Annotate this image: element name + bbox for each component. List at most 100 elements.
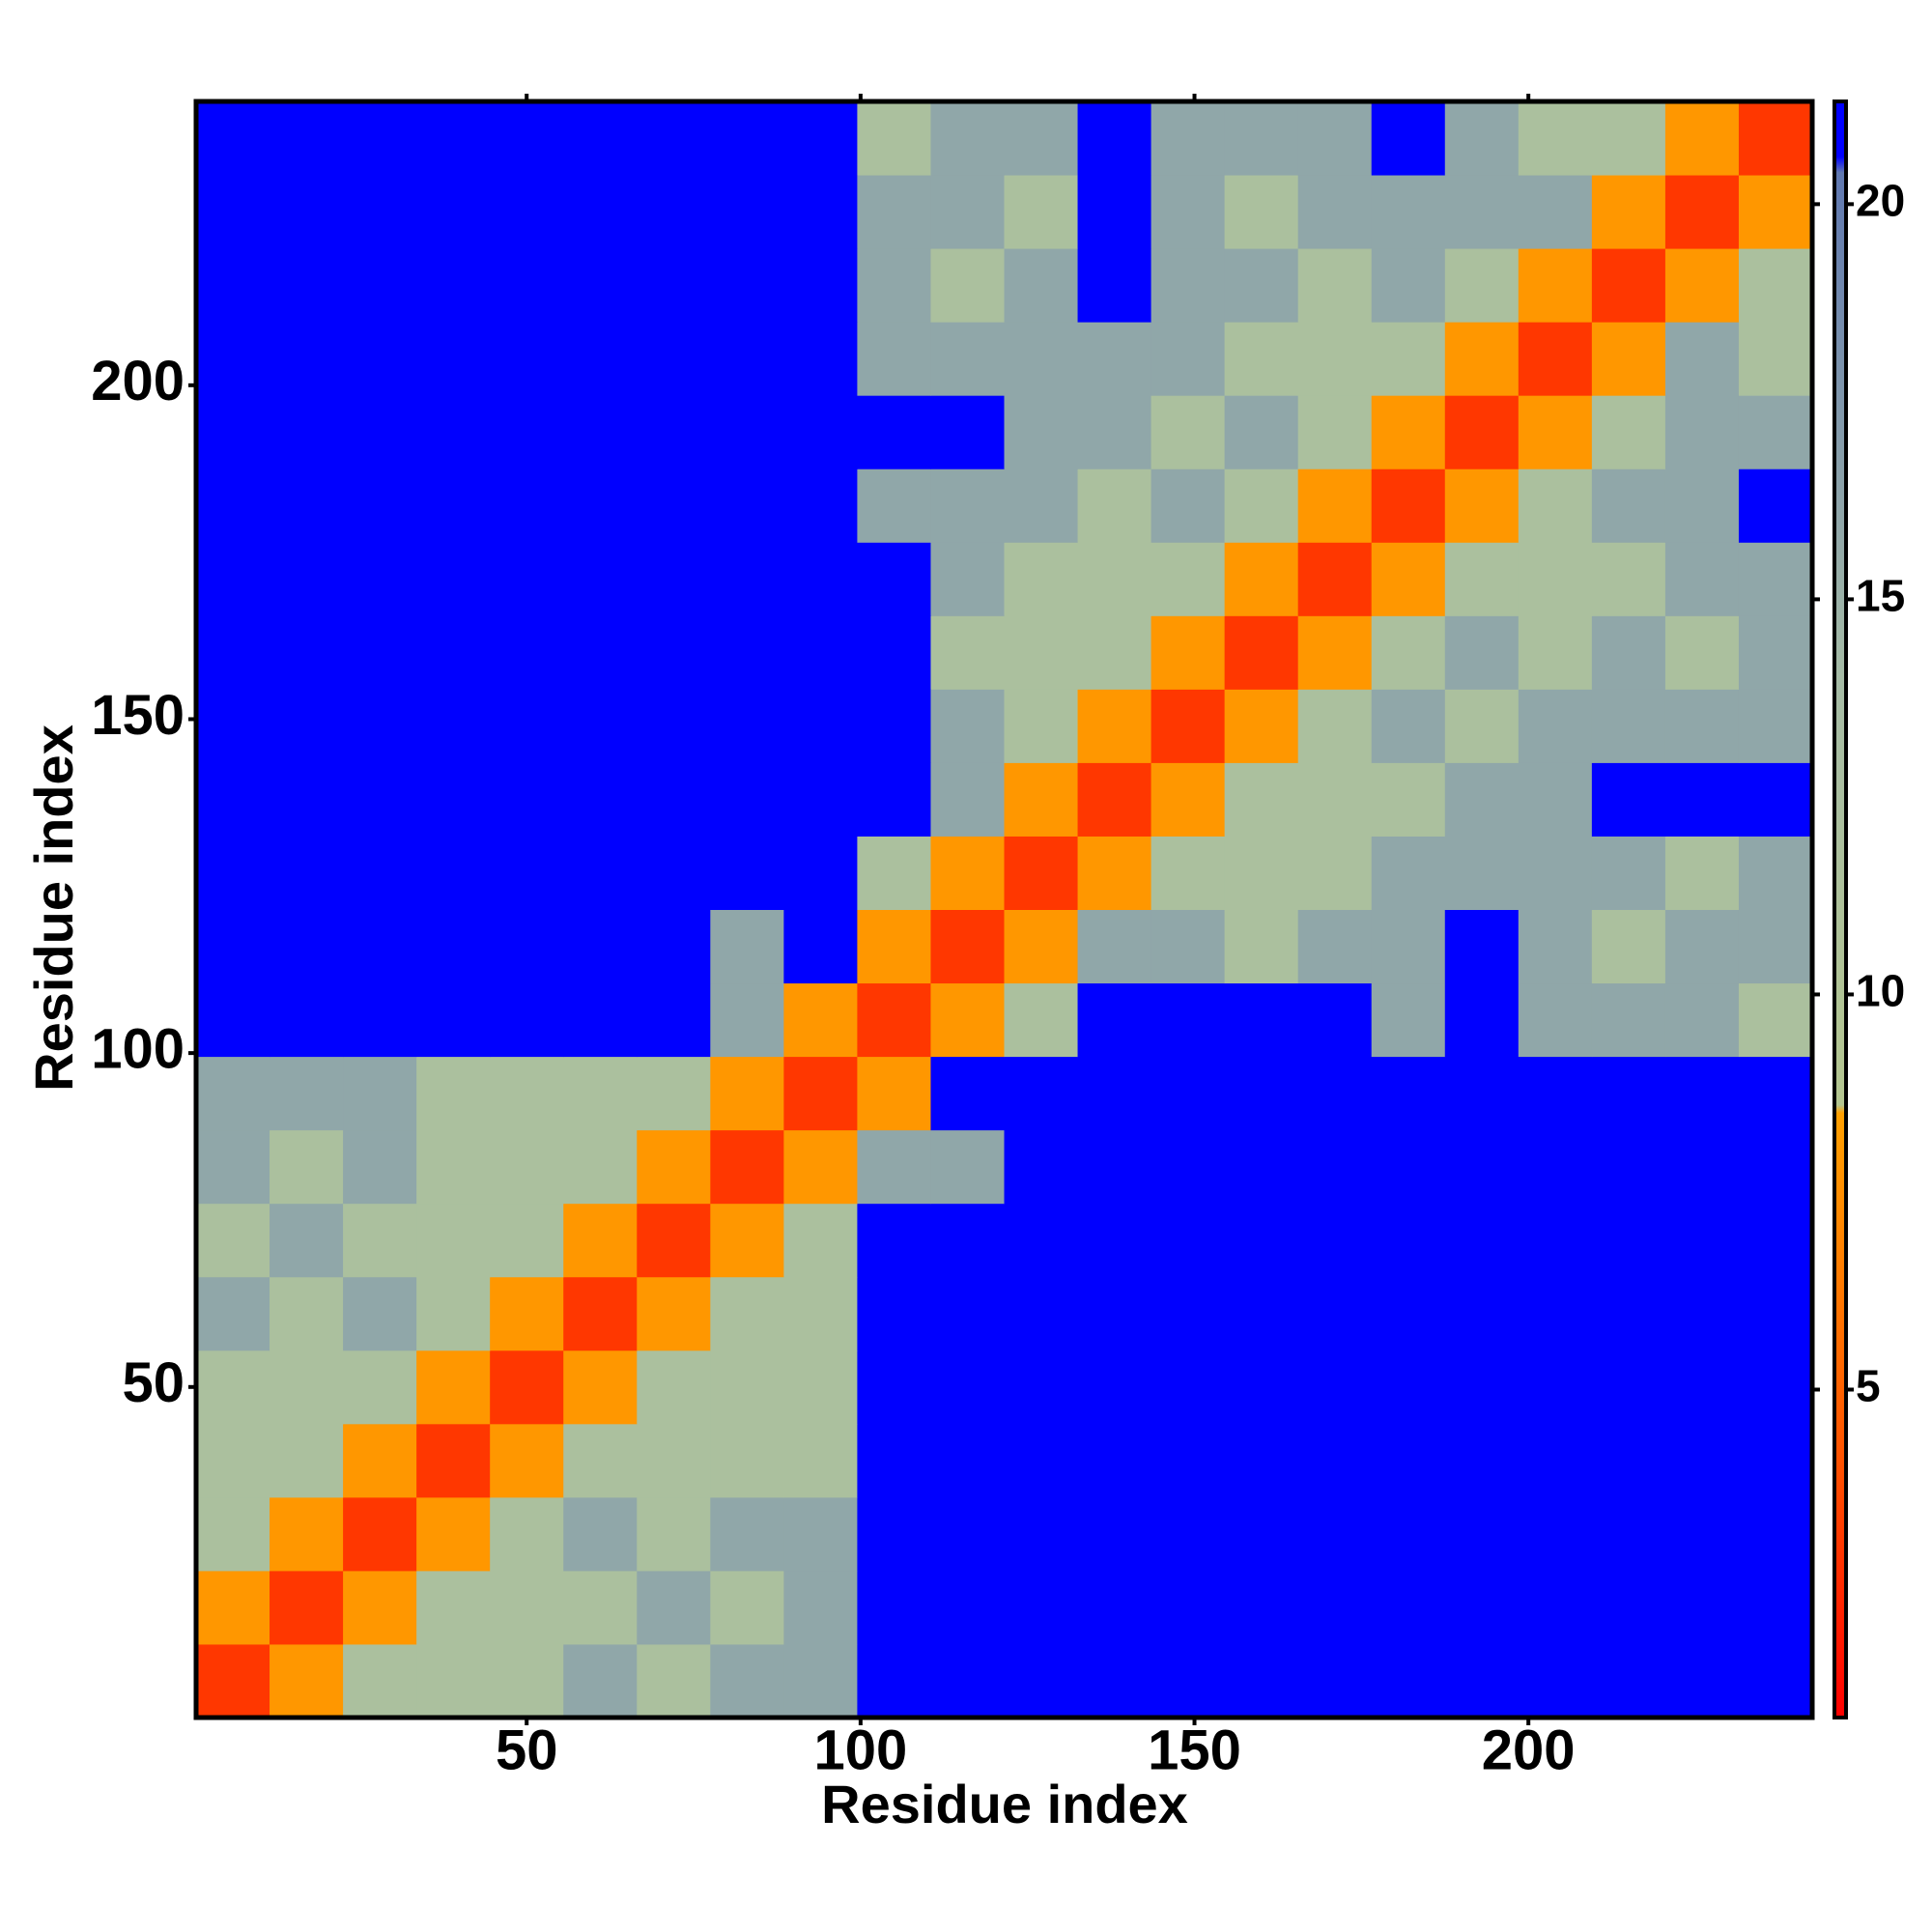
heatmap-cell bbox=[416, 1129, 491, 1205]
heatmap-cell bbox=[1664, 1276, 1740, 1351]
heatmap-cell bbox=[930, 1496, 1005, 1572]
heatmap-cell bbox=[710, 909, 784, 984]
heatmap-cell bbox=[1591, 175, 1666, 249]
heatmap-cell bbox=[563, 1643, 638, 1719]
heatmap-cell bbox=[1591, 1056, 1666, 1131]
heatmap-cell bbox=[196, 175, 270, 249]
heatmap-cell bbox=[930, 322, 1005, 396]
heatmap-cell bbox=[196, 322, 270, 396]
heatmap-cell bbox=[196, 762, 270, 837]
heatmap-cell bbox=[343, 909, 417, 984]
heatmap-cell bbox=[1444, 542, 1520, 616]
heatmap-cell bbox=[783, 909, 858, 984]
heatmap-cell bbox=[563, 836, 638, 910]
heatmap-cell bbox=[637, 1643, 711, 1719]
heatmap-cell bbox=[1518, 1423, 1593, 1498]
heatmap-cell bbox=[270, 615, 344, 690]
heatmap-cell bbox=[490, 762, 564, 837]
heatmap-cell bbox=[1444, 248, 1520, 323]
heatmap-cell bbox=[1738, 322, 1813, 396]
heatmap-cell bbox=[1664, 1643, 1740, 1719]
heatmap-cell bbox=[1004, 1276, 1079, 1351]
heatmap-cell bbox=[1591, 395, 1666, 469]
heatmap-cell bbox=[1664, 395, 1740, 469]
heatmap-cell bbox=[416, 175, 491, 249]
heatmap-cell bbox=[1297, 1350, 1373, 1425]
heatmap-cell bbox=[1738, 542, 1813, 616]
heatmap-cell bbox=[1077, 469, 1152, 543]
heatmap-cell bbox=[416, 1056, 491, 1131]
heatmap-cell bbox=[1224, 689, 1299, 763]
colorbar-tick-label: 15 bbox=[1856, 571, 1905, 621]
heatmap-cell bbox=[1077, 101, 1152, 176]
heatmap-cell bbox=[1297, 1276, 1373, 1351]
heatmap-cell bbox=[1004, 909, 1079, 984]
heatmap-cell bbox=[1224, 101, 1299, 176]
heatmap-cell bbox=[1297, 101, 1373, 176]
heatmap-cell bbox=[1591, 1203, 1666, 1278]
heatmap-cell bbox=[196, 542, 270, 616]
heatmap-cell bbox=[930, 175, 1005, 249]
heatmap-cell bbox=[1151, 1129, 1226, 1205]
heatmap-cell bbox=[930, 689, 1005, 763]
heatmap-cell bbox=[196, 1056, 270, 1131]
heatmap-cell bbox=[1151, 615, 1226, 690]
heatmap-cell bbox=[1151, 1496, 1226, 1572]
heatmap-cell bbox=[1004, 1203, 1079, 1278]
heatmap-cell bbox=[1297, 175, 1373, 249]
colorbar-tick-label: 5 bbox=[1856, 1361, 1881, 1411]
heatmap-cell bbox=[710, 248, 784, 323]
heatmap-cell bbox=[1591, 248, 1666, 323]
heatmap-cell bbox=[637, 909, 711, 984]
heatmap-cell bbox=[343, 1129, 417, 1205]
heatmap-cell bbox=[1664, 1570, 1740, 1645]
heatmap-cell bbox=[783, 615, 858, 690]
heatmap-cell bbox=[563, 615, 638, 690]
heatmap-cell bbox=[930, 1570, 1005, 1645]
heatmap-cell bbox=[1297, 689, 1373, 763]
heatmap-cell bbox=[1004, 836, 1079, 910]
heatmap-cell bbox=[1224, 762, 1299, 837]
heatmap-cell bbox=[857, 615, 931, 690]
heatmap-cell bbox=[1297, 615, 1373, 690]
heatmap-cell bbox=[930, 982, 1005, 1058]
heatmap-cell bbox=[270, 1203, 344, 1278]
heatmap-cell bbox=[1738, 615, 1813, 690]
heatmap-cell bbox=[1224, 248, 1299, 323]
x-tick-label: 200 bbox=[1482, 1719, 1576, 1781]
heatmap-cell bbox=[1004, 1056, 1079, 1131]
heatmap-cell bbox=[1224, 982, 1299, 1058]
heatmap-cell bbox=[1591, 1423, 1666, 1498]
heatmap-cell bbox=[857, 1496, 931, 1572]
heatmap-cell bbox=[1077, 982, 1152, 1058]
heatmap-cell bbox=[1297, 1056, 1373, 1131]
heatmap-cell bbox=[343, 542, 417, 616]
heatmap-cell bbox=[343, 1350, 417, 1425]
heatmap-cell bbox=[1151, 101, 1226, 176]
heatmap-cell bbox=[563, 248, 638, 323]
heatmap-cell bbox=[1077, 1203, 1152, 1278]
heatmap-cell bbox=[930, 762, 1005, 837]
heatmap-cell bbox=[490, 615, 564, 690]
heatmap-cell bbox=[270, 395, 344, 469]
heatmap-cell bbox=[1077, 689, 1152, 763]
heatmap-cell bbox=[196, 689, 270, 763]
heatmap-cell bbox=[930, 1276, 1005, 1351]
heatmap-cell bbox=[710, 982, 784, 1058]
heatmap-cell bbox=[1224, 1570, 1299, 1645]
heatmap-cell bbox=[1297, 1423, 1373, 1498]
heatmap-cell bbox=[490, 1423, 564, 1498]
heatmap-cell bbox=[710, 322, 784, 396]
heatmap-cell bbox=[196, 1350, 270, 1425]
heatmap-cell bbox=[1297, 762, 1373, 837]
heatmap-cell bbox=[857, 836, 931, 910]
heatmap-cell bbox=[1738, 248, 1813, 323]
heatmap-cell bbox=[343, 1203, 417, 1278]
heatmap-cell bbox=[1738, 1643, 1813, 1719]
heatmap-cell bbox=[1444, 982, 1520, 1058]
heatmap-cell bbox=[1371, 689, 1446, 763]
heatmap-cell bbox=[637, 762, 711, 837]
heatmap-cell bbox=[1738, 1129, 1813, 1205]
heatmap-cell bbox=[1371, 1056, 1446, 1131]
heatmap-cell bbox=[1297, 469, 1373, 543]
